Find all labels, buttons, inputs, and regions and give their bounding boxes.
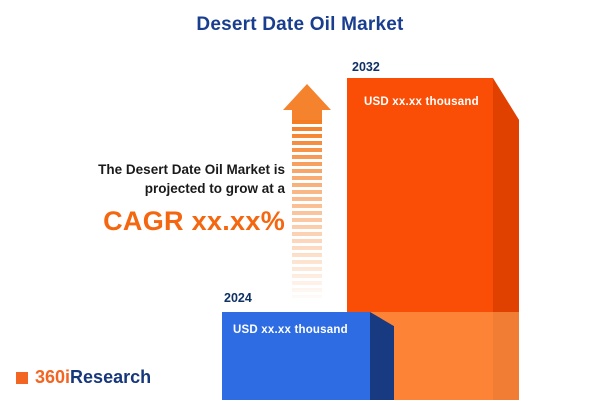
- growth-arrow-icon: [283, 84, 331, 298]
- page-title: Desert Date Oil Market: [196, 14, 404, 35]
- logo-square-icon: [16, 371, 28, 384]
- arrow-neck: [292, 110, 322, 120]
- bar-2032-year-label: 2032: [352, 60, 380, 74]
- logo-text-360i: 360i: [35, 367, 71, 387]
- bar-2024-side-face: [370, 312, 394, 400]
- bar-2032-value-label: USD xx.xx thousand: [364, 96, 479, 108]
- cagr-value: CAGR xx.xx%: [103, 206, 285, 236]
- logo-text-research: Research: [70, 367, 152, 387]
- growth-text-block: The Desert Date Oil Market is projected …: [48, 160, 285, 237]
- arrow-fade-overlay: [283, 120, 331, 298]
- bar-2024-year-label: 2024: [224, 291, 252, 305]
- arrow-head: [283, 84, 331, 110]
- logo: 360i Research: [16, 367, 151, 388]
- bar-2024: [222, 312, 370, 400]
- growth-text-line1: The Desert Date Oil Market is: [98, 162, 285, 177]
- growth-text-line2: projected to grow at a: [144, 181, 285, 196]
- bar-2024-value-label: USD xx.xx thousand: [233, 324, 348, 336]
